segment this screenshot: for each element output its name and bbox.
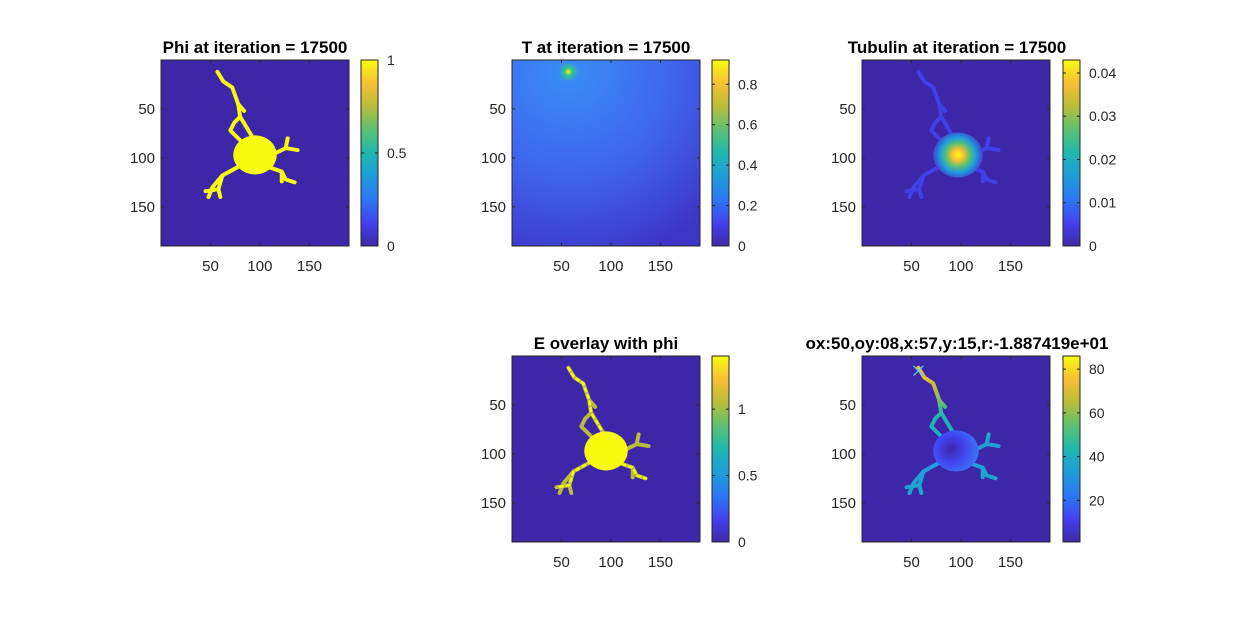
x-tick-label: 100 [598, 258, 623, 275]
colorbar-tick-label: 0 [738, 534, 746, 550]
x-tick-label: 150 [648, 258, 673, 275]
colorbar-tick-label: 0.5 [387, 145, 407, 161]
colorbar [712, 60, 729, 246]
colorbar [361, 60, 378, 246]
y-tick-label: 150 [481, 199, 506, 216]
panel-title: Tubulin at iteration = 17500 [848, 38, 1066, 57]
y-tick-label: 150 [481, 495, 506, 512]
colorbar-tick-label: 0 [387, 238, 395, 254]
heatmap-image [862, 356, 1050, 542]
colorbar-tick-label: 0.6 [738, 117, 758, 133]
y-tick-label: 50 [839, 397, 856, 414]
colorbar-frame [711, 355, 730, 543]
colorbar-tick-label: 60 [1089, 405, 1105, 421]
colorbar-frame [1062, 59, 1081, 247]
x-tick-label: 100 [948, 258, 973, 275]
colorbar-tick-label: 0.04 [1089, 65, 1116, 81]
y-tick-label: 150 [130, 199, 155, 216]
panel-r: ox:50,oy:08,x:57,y:15,r:-1.887419e+01 [806, 334, 1109, 543]
panel-phi: Phi at iteration = 17500 [160, 38, 350, 247]
colorbar-tick-label: 0.01 [1089, 195, 1116, 211]
colorbar-frame [711, 59, 730, 247]
x-tick-label: 150 [297, 258, 322, 275]
heatmap-image [512, 60, 700, 246]
x-tick-label: 150 [998, 554, 1023, 571]
heatmap-image [161, 60, 349, 246]
colorbar-tick-label: 1 [387, 52, 395, 68]
colorbar [712, 356, 729, 542]
colorbar-tick-label: 0.2 [738, 198, 758, 214]
x-tick-label: 100 [948, 554, 973, 571]
x-tick-label: 50 [553, 258, 570, 275]
cross-marker [912, 365, 924, 377]
x-tick-label: 100 [247, 258, 272, 275]
colorbar-tick-label: 0 [738, 238, 746, 254]
colorbar-tick-label: 1 [738, 401, 746, 417]
heatmap-image [512, 356, 700, 542]
colorbar-tick-label: 0.02 [1089, 151, 1116, 167]
colorbar-frame [1062, 355, 1081, 543]
panel-e: E overlay with phi [511, 334, 701, 543]
panel-t: T at iteration = 17500 [511, 38, 701, 247]
x-tick-label: 100 [598, 554, 623, 571]
colorbar [1063, 60, 1080, 246]
colorbar-tick-label: 0.4 [738, 157, 758, 173]
heatmap-image [862, 60, 1050, 246]
colorbar-tick-label: 20 [1089, 492, 1105, 508]
x-tick-label: 50 [903, 258, 920, 275]
x-tick-label: 150 [648, 554, 673, 571]
x-tick-label: 50 [202, 258, 219, 275]
colorbar-tick-label: 0 [1089, 238, 1097, 254]
colorbar [1063, 356, 1080, 542]
x-tick-label: 50 [903, 554, 920, 571]
y-tick-label: 150 [831, 495, 856, 512]
y-tick-label: 100 [831, 446, 856, 463]
colorbar-tick-label: 80 [1089, 361, 1105, 377]
y-tick-label: 100 [481, 446, 506, 463]
x-tick-label: 50 [553, 554, 570, 571]
panel-title: T at iteration = 17500 [522, 38, 691, 57]
colorbar-tick-label: 0.5 [738, 468, 758, 484]
colorbar-tick-label: 0.8 [738, 76, 758, 92]
y-tick-label: 50 [489, 397, 506, 414]
panel-title: ox:50,oy:08,x:57,y:15,r:-1.887419e+01 [806, 334, 1109, 353]
colorbar-tick-label: 40 [1089, 449, 1105, 465]
colorbar-tick-label: 0.03 [1089, 108, 1116, 124]
x-tick-label: 150 [998, 258, 1023, 275]
y-tick-label: 150 [831, 199, 856, 216]
y-tick-label: 100 [831, 150, 856, 167]
panel-title: Phi at iteration = 17500 [163, 38, 348, 57]
y-tick-label: 100 [481, 150, 506, 167]
y-tick-label: 50 [138, 101, 155, 118]
y-tick-label: 50 [489, 101, 506, 118]
panel-title: E overlay with phi [534, 334, 679, 353]
panel-tubulin: Tubulin at iteration = 17500 [848, 38, 1066, 247]
y-tick-label: 100 [130, 150, 155, 167]
y-tick-label: 50 [839, 101, 856, 118]
